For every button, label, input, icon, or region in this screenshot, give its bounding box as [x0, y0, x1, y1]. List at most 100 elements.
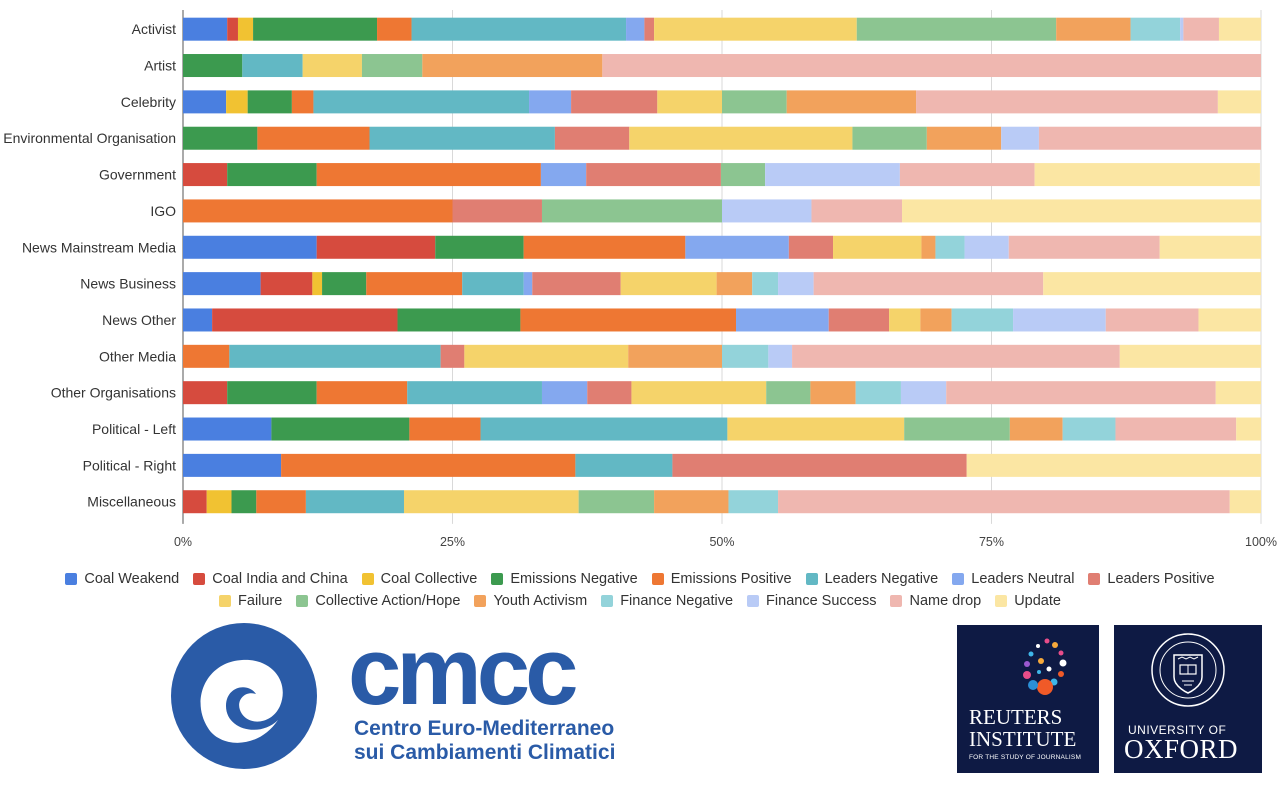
bar-segment [422, 54, 603, 78]
legend-label: Leaders Neutral [971, 571, 1075, 587]
bar-segment [227, 163, 317, 187]
legend-label: Leaders Negative [824, 571, 939, 587]
bar-segment [316, 163, 541, 187]
legend-swatch [747, 595, 760, 607]
bar-segment [654, 17, 857, 41]
legend-item: Emissions Positive [651, 571, 792, 587]
bar-segment [778, 272, 814, 296]
category-label: Government [99, 167, 176, 183]
oxford-name-line1: UNIVERSITY OF [1128, 723, 1227, 737]
bar-segment [904, 417, 1010, 441]
cmcc-logo: cmcc Centro Euro-Mediterraneo sui Cambia… [168, 620, 648, 772]
bar-segment [722, 199, 812, 223]
legend-label: Coal Collective [380, 571, 478, 587]
bar-segment [231, 490, 257, 514]
bar-segment [727, 417, 905, 441]
bar-segment [183, 90, 227, 114]
bar-segment [736, 308, 829, 332]
bar-segment [1013, 308, 1106, 332]
oxford-name-line2: OXFORD [1124, 734, 1239, 764]
legend-item: Coal Weakend [65, 571, 179, 587]
bar-segment [520, 308, 737, 332]
bar-segment [765, 163, 900, 187]
bar-segment [256, 490, 306, 514]
bar-segment [768, 344, 793, 368]
category-label: Other Organisations [51, 385, 176, 401]
bar-segment [291, 90, 314, 114]
bar-segment [397, 308, 521, 332]
bar-segment [183, 344, 230, 368]
legend-label: Coal India and China [212, 571, 348, 587]
bar-segment [411, 17, 627, 41]
bar-segment [1218, 17, 1261, 41]
bar-segment [313, 90, 530, 114]
bar-segment [1215, 381, 1261, 405]
bar-segment [951, 308, 1014, 332]
bar-segment [966, 453, 1261, 477]
category-labels: Activist Artist Celebrity Environmental Org… [3, 21, 176, 510]
legend-item: Update [995, 593, 1061, 609]
legend-swatch [1088, 573, 1101, 585]
bar-segment [1217, 90, 1261, 114]
bar-segment [571, 90, 658, 114]
bar-segment [407, 381, 542, 405]
bar-segment [1180, 17, 1184, 41]
legend-swatch [805, 573, 818, 585]
bar-segment [828, 308, 890, 332]
legend-item: Coal India and China [193, 571, 348, 587]
legend-swatch [890, 595, 903, 607]
stacked-bar-chart: Activist Artist Celebrity Environmental Org… [3, 10, 1277, 549]
x-tick-label: 25% [440, 535, 465, 549]
bar-segment [302, 54, 362, 78]
bar-segment [242, 54, 303, 78]
bar-segment [1009, 417, 1063, 441]
bar-segment [409, 417, 481, 441]
bar-segment [722, 344, 769, 368]
category-label: News Mainstream Media [22, 239, 176, 255]
bar-segment [312, 272, 323, 296]
bar-segment [722, 90, 787, 114]
bar-segment [212, 308, 398, 332]
bar-segment [575, 453, 673, 477]
legend-item: Leaders Positive [1088, 571, 1215, 587]
category-label: Environmental Organisation [3, 130, 176, 146]
legend-swatch [995, 595, 1008, 607]
bar-segment [540, 163, 587, 187]
bar-segment [529, 90, 572, 114]
legend-swatch [296, 595, 309, 607]
legend-item: Leaders Neutral [952, 571, 1074, 587]
bar-segment [902, 199, 1261, 223]
legend-item: Failure [219, 593, 282, 609]
bar-segment [1236, 417, 1261, 441]
bar-segment [369, 126, 555, 150]
gridlines [182, 10, 1262, 524]
bar-segment [316, 381, 408, 405]
bar-segment [811, 199, 903, 223]
bar-segment [377, 17, 412, 41]
bar-segment [435, 235, 524, 259]
legend-item: Leaders Negative [805, 571, 939, 587]
reuters-tagline: FOR THE STUDY OF JOURNALISM [969, 754, 1082, 761]
bar-segment [183, 235, 317, 259]
bar-segment [281, 453, 576, 477]
bar-segment [602, 54, 1261, 78]
bar-segment [852, 126, 927, 150]
legend-swatch [193, 573, 206, 585]
bar-segment [403, 490, 579, 514]
legend-label: Failure [238, 593, 283, 609]
bar-segment [654, 490, 729, 514]
bar-segment [1198, 308, 1261, 332]
reuters-name-line1: REUTERS [969, 705, 1063, 729]
category-label: News Other [102, 312, 176, 328]
bar-segment [1119, 344, 1261, 368]
legend-item: Name drop [890, 593, 981, 609]
bar-segment [316, 235, 436, 259]
bar-segment [916, 90, 1218, 114]
legend-label: Finance Success [766, 593, 877, 609]
bar-segment [586, 163, 721, 187]
bar-segment [541, 381, 588, 405]
cmcc-wordmark: cmcc [348, 618, 579, 725]
bar-segment [183, 199, 453, 223]
bar-segment [578, 490, 655, 514]
legend-label: Emissions Negative [510, 571, 638, 587]
